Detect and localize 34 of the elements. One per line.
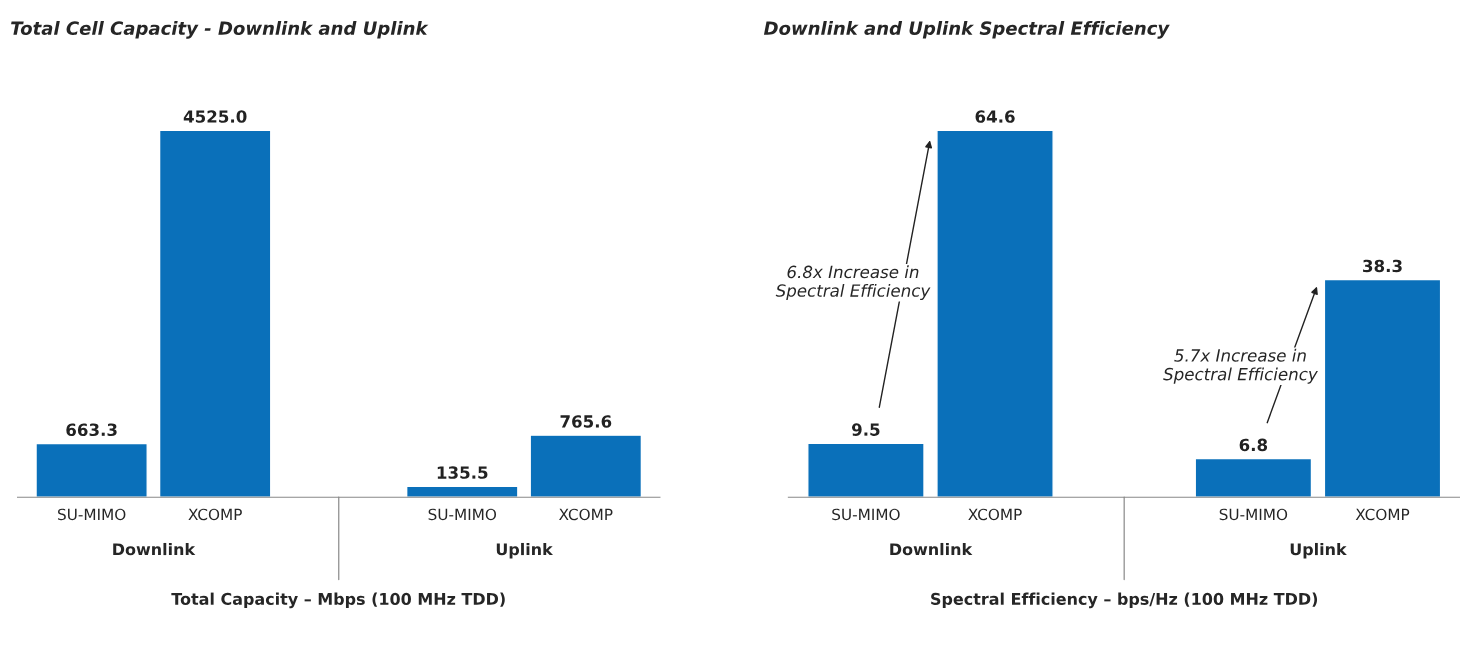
x-tick-label: XCOMP bbox=[1355, 508, 1410, 521]
bar bbox=[158, 129, 272, 498]
bar bbox=[529, 434, 643, 498]
bar bbox=[35, 442, 148, 498]
data-label: 4525.0 bbox=[183, 110, 247, 123]
data-label: 64.6 bbox=[975, 110, 1015, 123]
text: Downlink bbox=[890, 542, 973, 556]
x-tick-label: XCOMP bbox=[559, 508, 613, 521]
bar bbox=[1194, 457, 1313, 498]
x-tick-label: XCOMP bbox=[188, 508, 242, 521]
chart-title: Downlink and Uplink Spectral Efficiency bbox=[763, 21, 1170, 39]
x-tick-label: SU-MIMO bbox=[1219, 508, 1288, 521]
x-tick-label: SU-MIMO bbox=[58, 508, 126, 521]
data-label: 765.6 bbox=[560, 415, 612, 428]
x-tick-label: SU-MIMO bbox=[832, 508, 900, 521]
text: Uplink bbox=[1290, 542, 1347, 559]
bar bbox=[1323, 278, 1442, 498]
data-label: 6.8 bbox=[1239, 438, 1268, 452]
x-axis-title: Spectral Efficiency – bps/Hz (100 MHz TDD) bbox=[931, 592, 1318, 609]
chart-title: Total Cell Capacity - Downlink and Uplink bbox=[11, 21, 429, 39]
data-label: 135.5 bbox=[437, 466, 488, 479]
bar bbox=[807, 442, 925, 498]
annotation: 5.7x Increase in Spectral Efficiency bbox=[1163, 348, 1318, 384]
data-label: 663.3 bbox=[66, 423, 117, 437]
data-label: 38.3 bbox=[1363, 259, 1402, 273]
x-tick-label: SU-MIMO bbox=[428, 508, 497, 521]
text: Uplink bbox=[496, 542, 553, 559]
x-tick-label: XCOMP bbox=[968, 508, 1022, 521]
text: Downlink bbox=[113, 542, 196, 556]
data-label: 9.5 bbox=[851, 423, 880, 436]
x-axis-title: Total Capacity – Mbps (100 MHz TDD) bbox=[171, 592, 505, 609]
annotation: 6.8x Increase in Spectral Efficiency bbox=[775, 265, 931, 301]
bar bbox=[405, 485, 519, 498]
bar bbox=[936, 129, 1054, 498]
